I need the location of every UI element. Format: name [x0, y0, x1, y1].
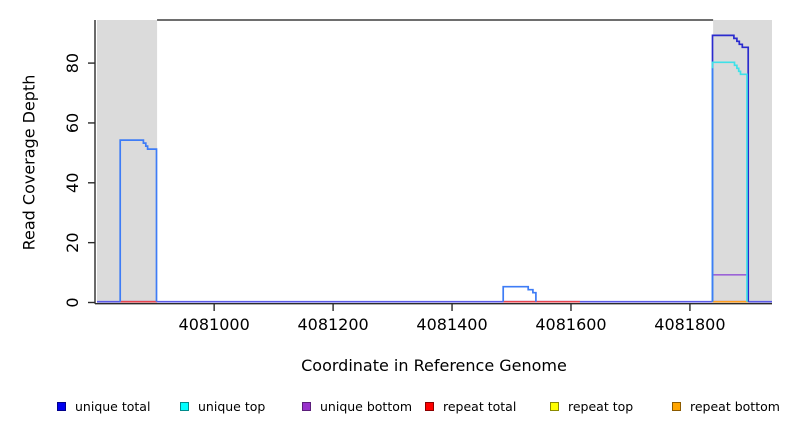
series-unique-top-right-peak: [711, 61, 748, 302]
legend-item-repeat-bottom: repeat bottom: [672, 398, 780, 414]
x-tick-label: 4081400: [416, 315, 487, 334]
chart-legend: unique total unique top unique bottom repea…: [0, 398, 792, 420]
legend-label: repeat top: [568, 398, 634, 414]
legend-swatch-icon: [425, 401, 434, 411]
x-axis-title: Coordinate in Reference Genome: [301, 356, 567, 375]
legend-item-repeat-total: repeat total: [425, 398, 516, 414]
y-tick-label: 20: [63, 232, 82, 252]
highlight-band-left: [97, 20, 158, 303]
y-tick-label: 80: [63, 53, 82, 73]
legend-label: repeat bottom: [690, 398, 780, 414]
highlight-band-right: [713, 20, 772, 303]
x-tick-label: 4081200: [297, 315, 368, 334]
legend-item-unique-total: unique total: [57, 398, 150, 414]
series-unique-total-right-peak: [711, 34, 750, 302]
y-tick-label: 0: [63, 297, 82, 307]
y-axis-title: Read Coverage Depth: [19, 74, 39, 251]
legend-label: unique bottom: [320, 398, 413, 414]
series-unique-mid-bump: [502, 285, 537, 302]
x-tick-label: 4081800: [654, 315, 725, 334]
legend-swatch-icon: [180, 401, 189, 411]
legend-swatch-icon: [302, 401, 311, 411]
legend-swatch-icon: [57, 401, 66, 411]
x-tick-label: 4081000: [179, 315, 250, 334]
series-unique-left-bump: [119, 139, 158, 302]
x-tick-label: 4081600: [535, 315, 606, 334]
legend-label: unique total: [75, 398, 151, 414]
legend-swatch-icon: [672, 401, 681, 411]
legend-swatch-icon: [550, 401, 559, 411]
legend-item-unique-top: unique top: [180, 398, 265, 414]
legend-item-unique-bottom: unique bottom: [302, 398, 412, 414]
legend-label: unique top: [198, 398, 266, 414]
legend-item-repeat-top: repeat top: [550, 398, 633, 414]
y-tick-label: 60: [63, 113, 82, 133]
y-tick-label: 40: [63, 173, 82, 193]
legend-label: repeat total: [443, 398, 517, 414]
